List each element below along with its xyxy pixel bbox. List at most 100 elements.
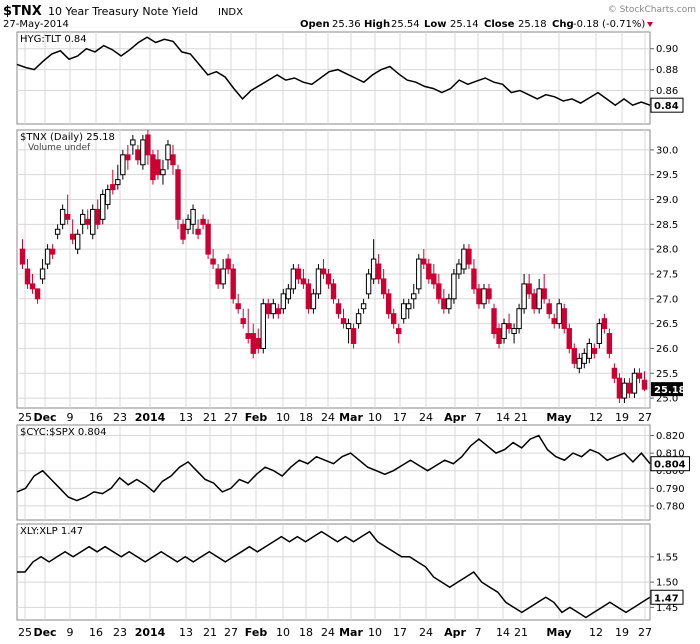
candle-body xyxy=(170,154,176,166)
candle-body xyxy=(24,268,31,285)
candle-body xyxy=(551,318,557,325)
candle-body xyxy=(54,228,61,235)
panel-2: 30.0 29.5 29.0 28.5 28.0 27.5 27.0 26.5 26.0 25.5… xyxy=(16,129,686,409)
x-tick-label: 12 xyxy=(589,411,603,424)
candle-body xyxy=(355,313,362,325)
candle-body xyxy=(210,258,216,265)
candle-body xyxy=(175,169,181,220)
candle-body xyxy=(315,268,322,295)
candle-body xyxy=(275,308,282,315)
candle-body xyxy=(125,154,131,161)
candle-body xyxy=(320,268,327,275)
x-tick-label: Apr xyxy=(444,411,466,424)
y-tick-label: 26.5 xyxy=(656,319,678,330)
candle-body xyxy=(516,308,522,330)
panel-subtitle: Volume undef xyxy=(28,143,91,153)
panel-frame xyxy=(16,31,651,125)
candle-body xyxy=(471,268,477,290)
x-tick-label: 17 xyxy=(393,626,407,639)
candle-body xyxy=(385,293,392,315)
candle-body xyxy=(396,328,402,335)
candle-body xyxy=(240,318,246,325)
series-line xyxy=(17,530,651,619)
x-tick-label: 13 xyxy=(179,626,193,639)
candle-body xyxy=(295,268,302,280)
candle-body xyxy=(486,288,492,300)
y-tick-label: 25.0 xyxy=(656,394,678,405)
x-tick-label: 10 xyxy=(276,626,290,639)
candle-body xyxy=(636,372,643,379)
candle-body xyxy=(95,208,101,225)
candle-body xyxy=(64,213,71,220)
candle-body xyxy=(280,293,287,310)
high-value: 25.54 xyxy=(391,19,420,30)
x-axes: 25 Dec 9 16 23 2014 13 21 27 Feb 10 18 24 Mar 10 17 24 Ap… xyxy=(18,411,652,639)
y-tick-label: 0.90 xyxy=(656,44,678,55)
candle-body xyxy=(255,338,261,349)
candle-body xyxy=(481,288,487,305)
x-tick-label: 9 xyxy=(67,626,74,639)
panel-title: $CYC:$SPX 0.804 xyxy=(20,427,106,438)
y-tick-label: 1.55 xyxy=(656,552,678,563)
x-tick-label: 27 xyxy=(638,411,652,424)
candle-body xyxy=(456,263,462,275)
y-tick-label: 25.5 xyxy=(656,369,678,380)
candle-body xyxy=(441,298,447,310)
candle-body xyxy=(260,303,266,349)
x-axis-2: 25 Dec 9 16 23 2014 13 21 27 Feb 10 18 24 Mar 10 17 24 Ap… xyxy=(18,626,652,639)
y-tick-label: 0.88 xyxy=(656,65,678,76)
x-tick-label: 2014 xyxy=(135,626,166,639)
panels: 0.90 0.88 0.86 HYG:TLT 0.84 0.84 30.0 29.5 29.0… xyxy=(16,31,690,621)
candle-body xyxy=(526,283,532,295)
candle-body xyxy=(345,323,352,330)
candle-body xyxy=(49,248,56,255)
panel-4: 1.55 1.50 1.45 XLY:XLP 1.47 1.47 xyxy=(16,523,684,621)
close-label: Close xyxy=(484,19,515,30)
y-tick-label: 30.0 xyxy=(656,145,678,156)
last-value-badge xyxy=(650,456,690,472)
x-tick-label: 23 xyxy=(113,626,127,639)
last-value-badge xyxy=(651,382,683,397)
candle-body xyxy=(140,139,146,166)
open-value: 25.36 xyxy=(332,19,361,30)
chg-label: Chg xyxy=(552,19,574,30)
candle-body xyxy=(300,278,307,285)
last-value-text: 0.84 xyxy=(654,101,679,112)
candle-body xyxy=(200,218,206,225)
x-tick-label: 27 xyxy=(638,626,652,639)
candle-body xyxy=(180,223,186,240)
exchange: INDX xyxy=(218,7,243,18)
panel-3: 0.820 0.810 0.800 0.790 0.780 $CYC:$SPX 0.804… xyxy=(16,424,690,521)
candle-body xyxy=(270,303,277,315)
candle-body xyxy=(245,333,251,339)
candle-body xyxy=(466,248,472,265)
candle-body xyxy=(145,134,151,156)
y-tick-label: 1.45 xyxy=(656,603,678,614)
x-tick-label: 25 xyxy=(18,626,32,639)
candle-body xyxy=(190,208,196,225)
symbol: $TNX xyxy=(3,4,42,19)
candle-body xyxy=(521,283,527,310)
x-tick-label: 24 xyxy=(419,626,433,639)
x-tick-label: Dec xyxy=(33,626,56,639)
candle-body xyxy=(476,288,482,305)
candle-body xyxy=(431,273,437,285)
candle-body xyxy=(496,328,502,344)
candle-body xyxy=(185,218,191,230)
candle-body xyxy=(330,283,337,300)
last-value-badge xyxy=(650,589,684,605)
candle-body xyxy=(165,144,171,161)
x-tick-label: Feb xyxy=(245,411,268,424)
candle-body xyxy=(416,258,422,290)
candle-body xyxy=(230,268,236,300)
candle-body xyxy=(290,268,297,290)
x-tick-label: 24 xyxy=(321,411,335,424)
candle-body xyxy=(511,328,517,335)
x-tick-label: 18 xyxy=(299,626,313,639)
last-value-text: 25.18 xyxy=(654,385,686,396)
panel-title: XLY:XLP 1.47 xyxy=(20,526,83,537)
candle-body xyxy=(195,228,201,235)
candle-body xyxy=(436,283,442,300)
y-tick-label: 1.50 xyxy=(656,578,678,589)
